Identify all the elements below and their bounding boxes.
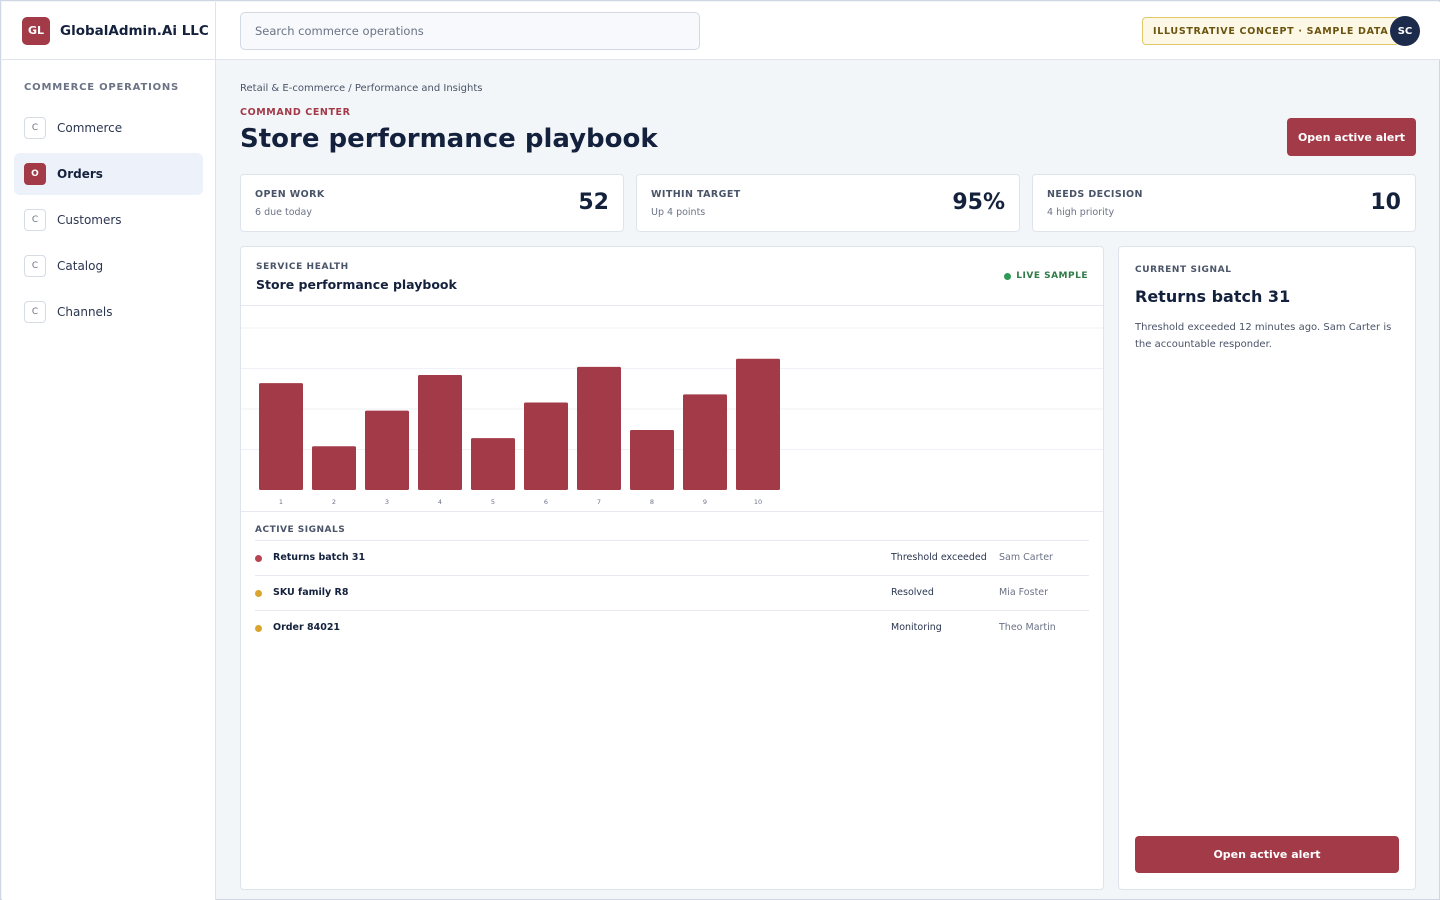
current-signal-title: Returns batch 31 bbox=[1135, 287, 1291, 306]
open-active-alert-button[interactable]: Open active alert bbox=[1135, 836, 1399, 873]
status-dot-icon bbox=[255, 590, 262, 597]
signal-status: Threshold exceeded bbox=[891, 552, 987, 563]
chart-bar[interactable] bbox=[418, 374, 462, 490]
sidebar-item-catalog[interactable]: C Catalog bbox=[14, 245, 203, 287]
sidebar-item-orders[interactable]: O Orders bbox=[14, 153, 203, 195]
page-title: Store performance playbook bbox=[240, 124, 658, 154]
sidebar: GL GlobalAdmin.Ai LLC COMMERCE OPERATION… bbox=[2, 2, 216, 900]
service-health-panel: SERVICE HEALTH Store performance playboo… bbox=[240, 246, 1104, 890]
kpi-label: OPEN WORK bbox=[255, 189, 325, 200]
chart-bar[interactable] bbox=[259, 383, 303, 490]
signal-owner: Theo Martin bbox=[999, 622, 1056, 633]
signal-row[interactable]: Returns batch 31 Threshold exceeded Sam … bbox=[255, 540, 1089, 575]
x-tick-label: 9 bbox=[703, 498, 707, 506]
kpi-within-target: WITHIN TARGET Up 4 points 95% bbox=[636, 174, 1020, 232]
sidebar-item-label: Channels bbox=[57, 305, 113, 319]
chart-bar[interactable] bbox=[683, 394, 727, 490]
chart-bar[interactable] bbox=[524, 402, 568, 490]
sidebar-item-label: Customers bbox=[57, 213, 122, 227]
x-tick-label: 5 bbox=[491, 498, 495, 506]
signal-row[interactable]: Order 84021 Monitoring Theo Martin bbox=[255, 610, 1089, 645]
sidebar-item-label: Orders bbox=[57, 167, 103, 181]
status-dot-icon bbox=[255, 555, 262, 562]
x-tick-label: 10 bbox=[754, 498, 762, 506]
kpi-subtext: Up 4 points bbox=[651, 207, 706, 218]
avatar[interactable]: SC bbox=[1390, 16, 1420, 46]
kpi-label: NEEDS DECISION bbox=[1047, 189, 1143, 200]
brand[interactable]: GL GlobalAdmin.Ai LLC bbox=[2, 2, 215, 60]
signal-name: SKU family R8 bbox=[273, 587, 349, 598]
signal-owner: Mia Foster bbox=[999, 587, 1049, 598]
nav-badge: C bbox=[24, 255, 46, 277]
kpi-value: 52 bbox=[578, 190, 609, 215]
signal-owner: Sam Carter bbox=[999, 552, 1053, 563]
x-tick-label: 3 bbox=[385, 498, 389, 506]
sidebar-item-label: Commerce bbox=[57, 121, 123, 135]
sidebar-item-commerce[interactable]: C Commerce bbox=[14, 107, 203, 149]
x-tick-label: 6 bbox=[544, 498, 548, 506]
nav-badge: C bbox=[24, 209, 46, 231]
signal-status: Resolved bbox=[891, 587, 934, 598]
chart-bar[interactable] bbox=[312, 446, 356, 490]
current-signal-panel: CURRENT SIGNAL Returns batch 31 Threshol… bbox=[1118, 246, 1416, 890]
open-active-alert-button[interactable]: Open active alert bbox=[1287, 118, 1416, 156]
x-tick-label: 4 bbox=[438, 498, 442, 506]
live-sample-label: LIVE SAMPLE bbox=[1016, 271, 1088, 281]
chart-bar[interactable] bbox=[630, 430, 674, 490]
signals-heading: ACTIVE SIGNALS bbox=[255, 525, 346, 535]
sample-data-badge: ILLUSTRATIVE CONCEPT · SAMPLE DATA bbox=[1142, 17, 1400, 45]
panel-header: SERVICE HEALTH Store performance playboo… bbox=[241, 247, 1103, 306]
kpi-subtext: 6 due today bbox=[255, 207, 312, 218]
nav-list: C Commerce O Orders C Customers C Catalo… bbox=[2, 107, 215, 333]
signal-status: Monitoring bbox=[891, 622, 942, 633]
sidebar-item-customers[interactable]: C Customers bbox=[14, 199, 203, 241]
panel-eyebrow: SERVICE HEALTH bbox=[256, 262, 349, 272]
kpi-label: WITHIN TARGET bbox=[651, 189, 741, 200]
chart-bar[interactable] bbox=[365, 410, 409, 490]
brand-name: GlobalAdmin.Ai LLC bbox=[60, 22, 209, 39]
chart-bar[interactable] bbox=[577, 366, 621, 490]
x-tick-label: 2 bbox=[332, 498, 336, 506]
breadcrumb: Retail & E-commerce / Performance and In… bbox=[240, 83, 483, 94]
nav-badge: C bbox=[24, 117, 46, 139]
chart-bar[interactable] bbox=[736, 358, 780, 490]
sidebar-item-channels[interactable]: C Channels bbox=[14, 291, 203, 333]
bar-chart: 1 2 3 4 5 6 7 8 9 10 bbox=[241, 327, 1103, 506]
page-eyebrow: COMMAND CENTER bbox=[240, 107, 351, 118]
sidebar-item-label: Catalog bbox=[57, 259, 104, 273]
kpi-value: 10 bbox=[1370, 190, 1401, 215]
kpi-subtext: 4 high priority bbox=[1047, 207, 1115, 218]
nav-badge: O bbox=[24, 163, 46, 185]
kpi-value: 95% bbox=[952, 190, 1005, 215]
brand-logo: GL bbox=[22, 16, 50, 45]
signal-row[interactable]: SKU family R8 Resolved Mia Foster bbox=[255, 575, 1089, 610]
current-signal-description: Threshold exceeded 12 minutes ago. Sam C… bbox=[1135, 322, 1392, 350]
divider bbox=[241, 511, 1103, 512]
nav-heading: COMMERCE OPERATIONS bbox=[24, 82, 180, 93]
signal-name: Returns batch 31 bbox=[273, 552, 366, 563]
x-tick-label: 8 bbox=[650, 498, 654, 506]
live-sample-indicator: LIVE SAMPLE bbox=[1004, 271, 1088, 281]
topbar: ILLUSTRATIVE CONCEPT · SAMPLE DATA SC bbox=[216, 2, 1440, 60]
x-tick-label: 7 bbox=[597, 498, 601, 506]
live-dot-icon bbox=[1004, 272, 1012, 280]
panel-title: Store performance playbook bbox=[256, 277, 457, 292]
status-dot-icon bbox=[255, 625, 262, 632]
panel-eyebrow: CURRENT SIGNAL bbox=[1135, 265, 1232, 275]
nav-badge: C bbox=[24, 301, 46, 323]
search-input[interactable] bbox=[240, 12, 700, 50]
signals-list: Returns batch 31 Threshold exceeded Sam … bbox=[255, 540, 1089, 645]
chart-bar[interactable] bbox=[471, 438, 515, 490]
x-tick-label: 1 bbox=[279, 498, 283, 506]
kpi-open-work: OPEN WORK 6 due today 52 bbox=[240, 174, 624, 232]
signal-name: Order 84021 bbox=[273, 622, 341, 633]
kpi-needs-decision: NEEDS DECISION 4 high priority 10 bbox=[1032, 174, 1416, 232]
